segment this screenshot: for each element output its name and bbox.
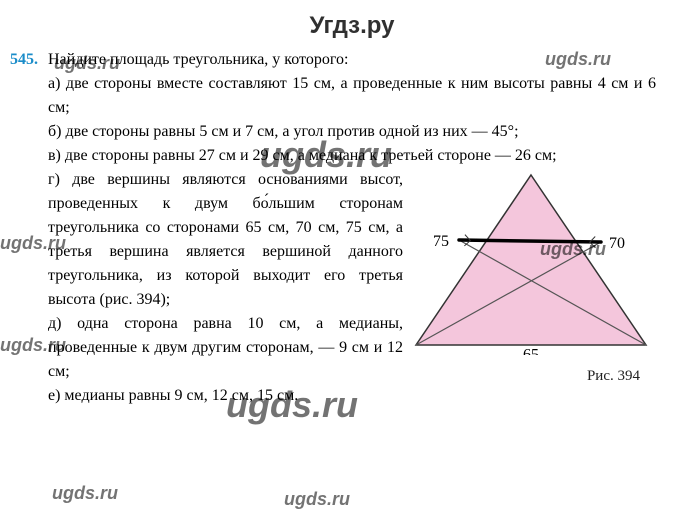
- svg-text:65: 65: [523, 346, 539, 355]
- figure-caption: Рис. 394: [411, 365, 656, 388]
- problem-number: 545.: [10, 48, 38, 72]
- triangle-figure: 75 70 65: [411, 170, 656, 355]
- site-header: Угдз.ру: [48, 8, 656, 44]
- problem-block: 545. Найдите площадь треугольника, у кот…: [48, 48, 656, 408]
- problem-intro: Найдите площадь треугольника, у которого…: [48, 48, 656, 72]
- watermark: ugds.ru: [284, 486, 350, 513]
- svg-text:75: 75: [433, 233, 449, 250]
- item-v: в) две стороны равны 27 см и 29 см, а ме…: [48, 144, 656, 168]
- figure-wrap: 75 70 65 Рис. 394: [411, 170, 656, 388]
- item-e: е) медианы равны 9 см, 12 см, 15 см.: [48, 384, 656, 408]
- item-a: а) две стороны вместе составляют 15 см, …: [48, 72, 656, 120]
- svg-text:70: 70: [609, 235, 625, 252]
- watermark: ugds.ru: [52, 480, 118, 507]
- item-b: б) две стороны равны 5 см и 7 см, а угол…: [48, 120, 656, 144]
